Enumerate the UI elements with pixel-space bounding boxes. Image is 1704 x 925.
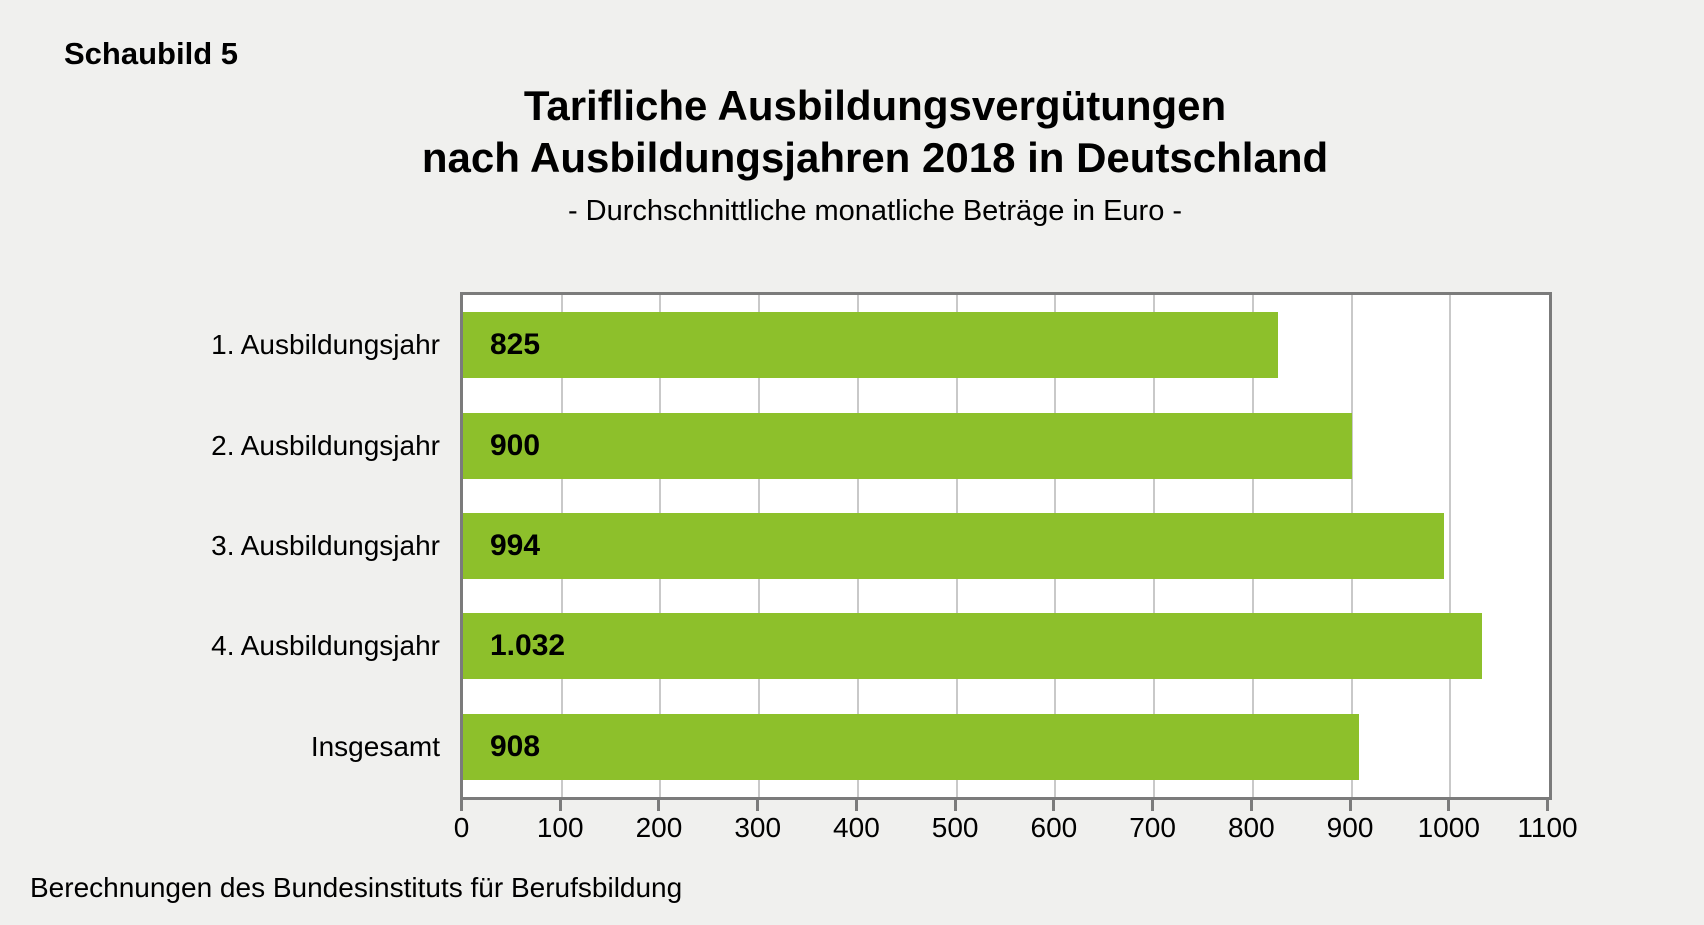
x-axis-tick: [854, 800, 858, 811]
x-axis-tick: [756, 800, 760, 811]
x-axis-tick: [953, 800, 957, 811]
x-axis-tick-label: 800: [1227, 812, 1275, 843]
bar-value-label: 994: [490, 529, 541, 562]
chart-subtitle: - Durchschnittliche monatliche Beträge i…: [567, 195, 1183, 227]
x-axis-tick-label: 900: [1326, 812, 1374, 843]
x-axis-tick: [558, 800, 562, 811]
x-axis-tick: [1546, 800, 1549, 811]
bar-3. Ausbildungsjahr: 994: [463, 513, 1445, 579]
bar-value-label: 908: [490, 729, 541, 763]
x-axis-tick-label: 600: [1030, 812, 1078, 843]
bar-Insgesamt: 908: [463, 713, 1360, 780]
bar-value-label: 825: [490, 328, 541, 362]
x-axis-tick: [1447, 800, 1451, 811]
x-axis-tick: [1249, 800, 1253, 811]
x-axis-tick-label: 400: [833, 812, 880, 843]
x-axis-tick-label: 200: [635, 812, 683, 843]
category-label: 3. Ausbildungsjahr: [211, 530, 440, 561]
x-axis-tick: [1348, 800, 1352, 811]
x-axis-tick: [1052, 800, 1056, 811]
source-note: Berechnungen des Bundesinstituts für Ber…: [30, 872, 683, 903]
grid-line: [1449, 295, 1452, 797]
bar-value-label: 1.032: [490, 629, 566, 663]
bar-2. Ausbildungsjahr: 900: [463, 412, 1352, 479]
x-axis-tick-label: 0: [453, 812, 470, 843]
category-label: 2. Ausbildungsjahr: [211, 429, 440, 461]
x-axis-tick-label: 500: [931, 812, 979, 843]
figure-label: Schaubild 5: [64, 36, 238, 71]
category-label: 1. Ausbildungsjahr: [211, 329, 440, 361]
x-axis-tick: [657, 800, 661, 811]
x-axis-tick-label: 100: [536, 812, 584, 843]
bar-4. Ausbildungsjahr: 1.032: [463, 613, 1482, 680]
x-axis-tick: [1151, 800, 1155, 811]
x-axis-tick-label: 1000: [1417, 812, 1480, 843]
category-label: 4. Ausbildungsjahr: [211, 630, 440, 662]
chart-title-line-1: Tarifliche Ausbildungsvergütungen: [523, 82, 1227, 129]
x-axis-tick-label: 700: [1129, 812, 1176, 843]
bar-value-label: 900: [490, 428, 541, 462]
x-axis-tick-label: 1100: [1517, 812, 1578, 843]
category-label: Insgesamt: [310, 730, 440, 762]
bar-1. Ausbildungsjahr: 825: [463, 312, 1278, 379]
x-axis-tick: [460, 800, 463, 811]
x-axis-tick-label: 300: [734, 812, 782, 843]
chart-title-line-2: nach Ausbildungsjahren 2018 in Deutschla…: [421, 134, 1329, 181]
plot-area: 825 900 994 1.032 908: [460, 292, 1552, 800]
chart-heading: Tarifliche Ausbildungsvergütungen nach A…: [46, 80, 1704, 228]
